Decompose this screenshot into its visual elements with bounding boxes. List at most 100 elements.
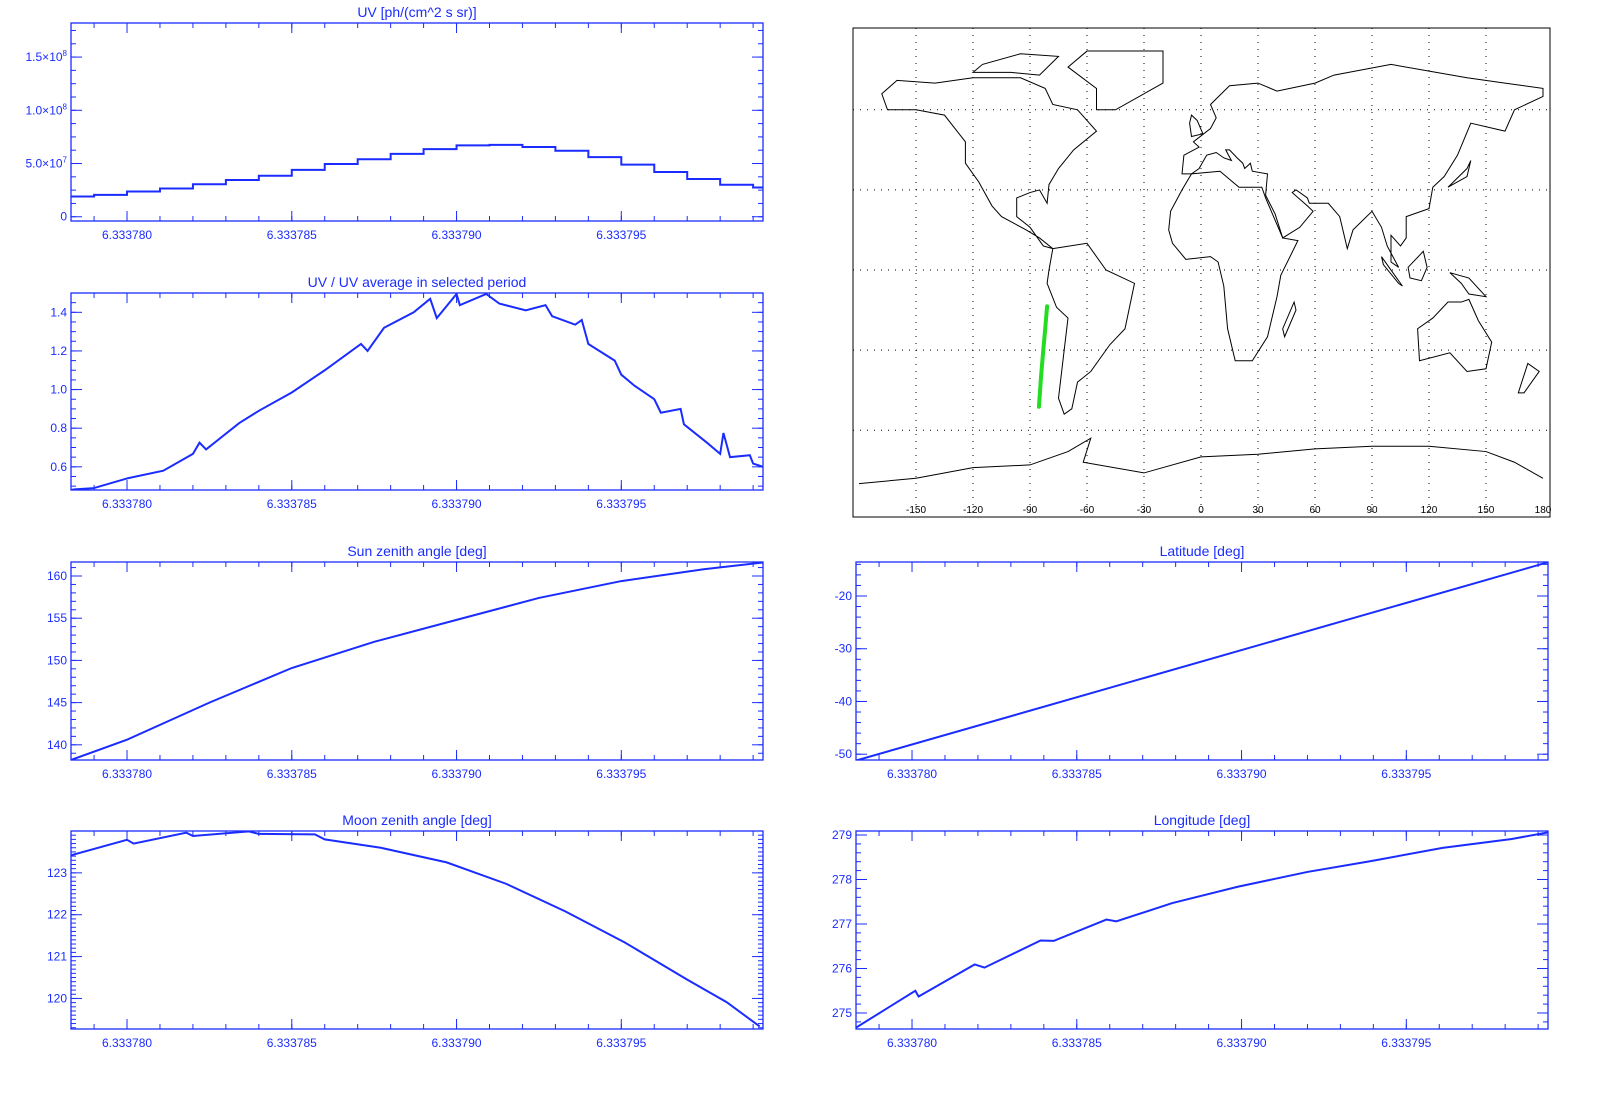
y-tick-label: 279	[832, 828, 852, 842]
y-tick-mantissa: 0	[60, 210, 67, 224]
x-tick-label: 6.333785	[267, 1036, 317, 1050]
y-tick-label: 0.8	[50, 421, 67, 435]
y-tick-label: -40	[835, 694, 853, 708]
y-tick-label: 1.0×108	[26, 102, 68, 117]
y-tick-mantissa: 5.0×10	[26, 157, 63, 171]
y-tick-mantissa: 278	[832, 872, 852, 886]
y-tick-label: 276	[832, 961, 852, 975]
y-tick-mantissa: 150	[47, 653, 67, 667]
x-tick-label: 6.333790	[432, 767, 482, 781]
coastline-canadian-arctic	[971, 53, 1060, 76]
chart-title: Latitude [deg]	[1160, 543, 1245, 559]
map-lon-label: 90	[1366, 505, 1378, 516]
coastline-south-america	[1046, 242, 1136, 415]
x-tick-label: 6.333785	[1052, 767, 1102, 781]
chart-title: UV / UV average in selected period	[308, 274, 527, 290]
y-tick-exponent: 8	[63, 49, 68, 58]
y-tick-label: -20	[835, 589, 853, 603]
x-tick-label: 6.333780	[887, 767, 937, 781]
map-lon-label: 30	[1252, 505, 1264, 516]
x-tick-label: 6.333790	[432, 228, 482, 242]
y-tick-mantissa: 121	[47, 950, 67, 964]
plot-frame	[70, 561, 764, 761]
y-tick-mantissa: 277	[832, 917, 852, 931]
coastline-africa	[1168, 170, 1299, 362]
uv-ratio-series-line	[71, 293, 763, 490]
x-tick-label: 6.333795	[596, 1036, 646, 1050]
x-tick-label: 6.333785	[1052, 1036, 1102, 1050]
uv-chart: UV [ph/(cm^2 s sr)] 6.333780 6.333785 6.333…	[26, 4, 764, 242]
y-tick-exponent: 8	[63, 102, 68, 111]
map-lon-label: -90	[1023, 505, 1038, 516]
x-tick-label: 6.333790	[432, 497, 482, 511]
coastline-sumatra	[1381, 256, 1403, 287]
x-tick-label: 6.333780	[102, 497, 152, 511]
y-tick-label: 0	[60, 210, 67, 224]
y-tick-mantissa: 1.5×10	[26, 50, 63, 64]
y-tick-mantissa: -40	[835, 694, 853, 708]
y-tick-label: 0.6	[50, 460, 67, 474]
x-tick-label: 6.333780	[887, 1036, 937, 1050]
coastline-north-america	[881, 77, 1098, 250]
latitude-chart: Latitude [deg] 6.333780 6.333785 6.333790 6.…	[835, 543, 1549, 781]
y-tick-label: 123	[47, 866, 67, 880]
chart-title: UV [ph/(cm^2 s sr)]	[357, 4, 476, 20]
coastline-greenland	[1067, 50, 1164, 111]
longitude-chart: Longitude [deg] 6.333780 6.333785 6.333790 6…	[832, 812, 1549, 1050]
y-tick-mantissa: 0.6	[50, 460, 67, 474]
map-lon-label: -30	[1137, 505, 1152, 516]
map-lon-label: -60	[1080, 505, 1095, 516]
chart-title: Longitude [deg]	[1154, 812, 1251, 828]
satellite-track	[1036, 304, 1050, 409]
y-tick-label: 278	[832, 872, 852, 886]
uv-series-line	[71, 143, 763, 198]
chart-title: Sun zenith angle [deg]	[347, 543, 486, 559]
sun-zenith-series-line	[71, 562, 763, 760]
map-lon-label: 150	[1478, 505, 1495, 516]
coastline-new-guinea	[1449, 272, 1488, 298]
latitude-series-line	[856, 562, 1548, 760]
y-tick-mantissa: 1.2	[50, 344, 67, 358]
y-tick-label: -30	[835, 642, 853, 656]
y-tick-label: 1.4	[50, 305, 67, 319]
plot-frame	[855, 830, 1549, 1030]
map-lon-label: -120	[963, 505, 983, 516]
world-map: -150 -120 -90 -60 -30 0 30 60 90 120 150 180	[852, 27, 1552, 518]
coastline-new-zealand	[1517, 362, 1540, 394]
y-tick-label: -50	[835, 747, 853, 761]
y-tick-mantissa: 279	[832, 828, 852, 842]
y-tick-label: 145	[47, 696, 67, 710]
x-tick-label: 6.333790	[1217, 767, 1267, 781]
y-tick-label: 277	[832, 917, 852, 931]
y-tick-mantissa: 1.0×10	[26, 103, 63, 117]
y-tick-mantissa: 140	[47, 738, 67, 752]
x-tick-label: 6.333780	[102, 228, 152, 242]
plot-frame	[70, 830, 764, 1030]
x-tick-label: 6.333780	[102, 767, 152, 781]
x-tick-label: 6.333795	[596, 228, 646, 242]
y-tick-label: 122	[47, 908, 67, 922]
y-tick-mantissa: -50	[835, 747, 853, 761]
y-tick-mantissa: 1.4	[50, 305, 67, 319]
map-lon-label: 180	[1535, 505, 1552, 516]
coastline-uk	[1189, 114, 1204, 138]
map-frame	[852, 27, 1551, 518]
y-tick-label: 1.0	[50, 383, 67, 397]
map-lon-label: 120	[1421, 505, 1438, 516]
chart-title: Moon zenith angle [deg]	[342, 812, 491, 828]
y-tick-mantissa: 122	[47, 908, 67, 922]
y-tick-exponent: 7	[63, 156, 68, 165]
y-tick-label: 1.2	[50, 344, 67, 358]
x-tick-label: 6.333795	[596, 497, 646, 511]
plot-frame	[855, 561, 1549, 761]
y-tick-label: 5.0×107	[26, 156, 68, 171]
longitude-series-line	[856, 831, 1548, 1029]
y-tick-mantissa: 155	[47, 611, 67, 625]
y-tick-mantissa: 160	[47, 569, 67, 583]
coastline-borneo	[1407, 250, 1428, 282]
y-tick-mantissa: -30	[835, 642, 853, 656]
coastline-japan	[1447, 160, 1472, 188]
y-tick-mantissa: 120	[47, 991, 67, 1005]
y-tick-mantissa: -20	[835, 589, 853, 603]
